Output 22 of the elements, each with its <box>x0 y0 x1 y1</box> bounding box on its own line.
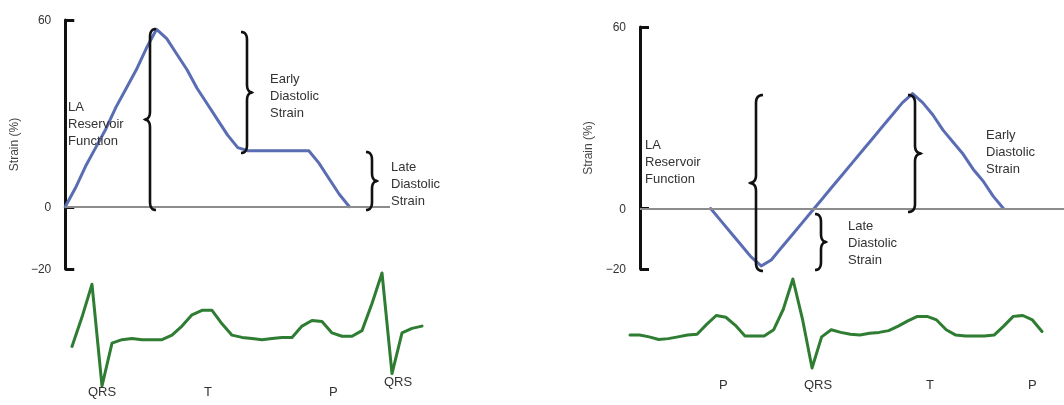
text: QRS <box>804 377 833 392</box>
y-tick-label: 0 <box>619 201 627 216</box>
y-axis-title: Strain (%) <box>581 121 595 175</box>
annotation: Late Diastolic Strain <box>848 218 901 267</box>
annotation: T <box>204 384 212 399</box>
annotation: Early Diastolic Strain <box>270 71 323 120</box>
annotation: QRS <box>384 374 413 389</box>
line-series <box>63 27 351 209</box>
y-tick-label: −20 <box>30 262 52 276</box>
annotation: Early Diastolic Strain <box>986 127 1039 176</box>
text: Late Diastolic Strain <box>391 159 444 208</box>
annotation: P <box>329 384 338 399</box>
text: P <box>1028 377 1037 392</box>
y-axis-title: Strain (%) <box>7 117 21 172</box>
y-tick-label: 0 <box>44 199 52 214</box>
text: P <box>719 377 728 392</box>
y-tick-label: 60 <box>37 13 52 27</box>
annotation: QRS <box>88 384 117 399</box>
text: T <box>926 377 934 392</box>
y-tick-label: −20 <box>605 262 627 276</box>
annotation: LA Reservoir Function <box>645 137 705 186</box>
y-tick-label: 60 <box>612 20 627 34</box>
